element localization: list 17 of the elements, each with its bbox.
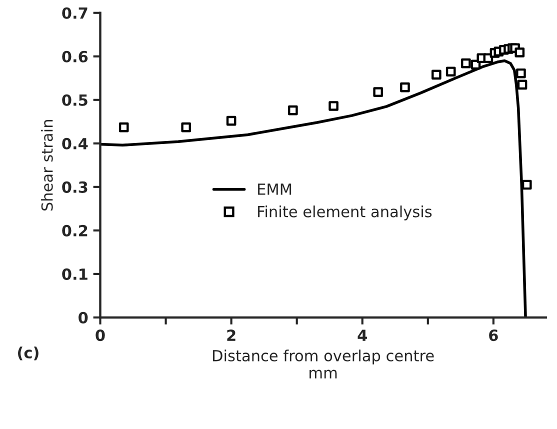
y-tick-label: 0.4 — [62, 138, 88, 150]
text: (c) — [18, 346, 38, 360]
y-tick-label: 0.7 — [62, 7, 88, 19]
y-tick-label: 0 — [78, 312, 88, 324]
y-tick-label: 0.2 — [62, 224, 88, 236]
legend-label: Finite element analysis — [258, 206, 432, 220]
y-tick-label: 0.1 — [62, 268, 88, 280]
x-tick-label: 2 — [227, 330, 236, 341]
x-tick-label: 4 — [358, 330, 367, 341]
y-tick-label: 0.3 — [62, 181, 88, 193]
y-tick-label: 0.6 — [62, 50, 88, 62]
x-axis-title: Distance from overlap centre mm — [213, 350, 434, 378]
x-tick-label: 0 — [96, 330, 105, 342]
y-axis-title: Shear strain — [41, 120, 53, 211]
x-tick-label: 6 — [489, 330, 498, 342]
y-tick-label: 0.5 — [62, 94, 88, 106]
legend-label: EMM — [258, 184, 292, 195]
